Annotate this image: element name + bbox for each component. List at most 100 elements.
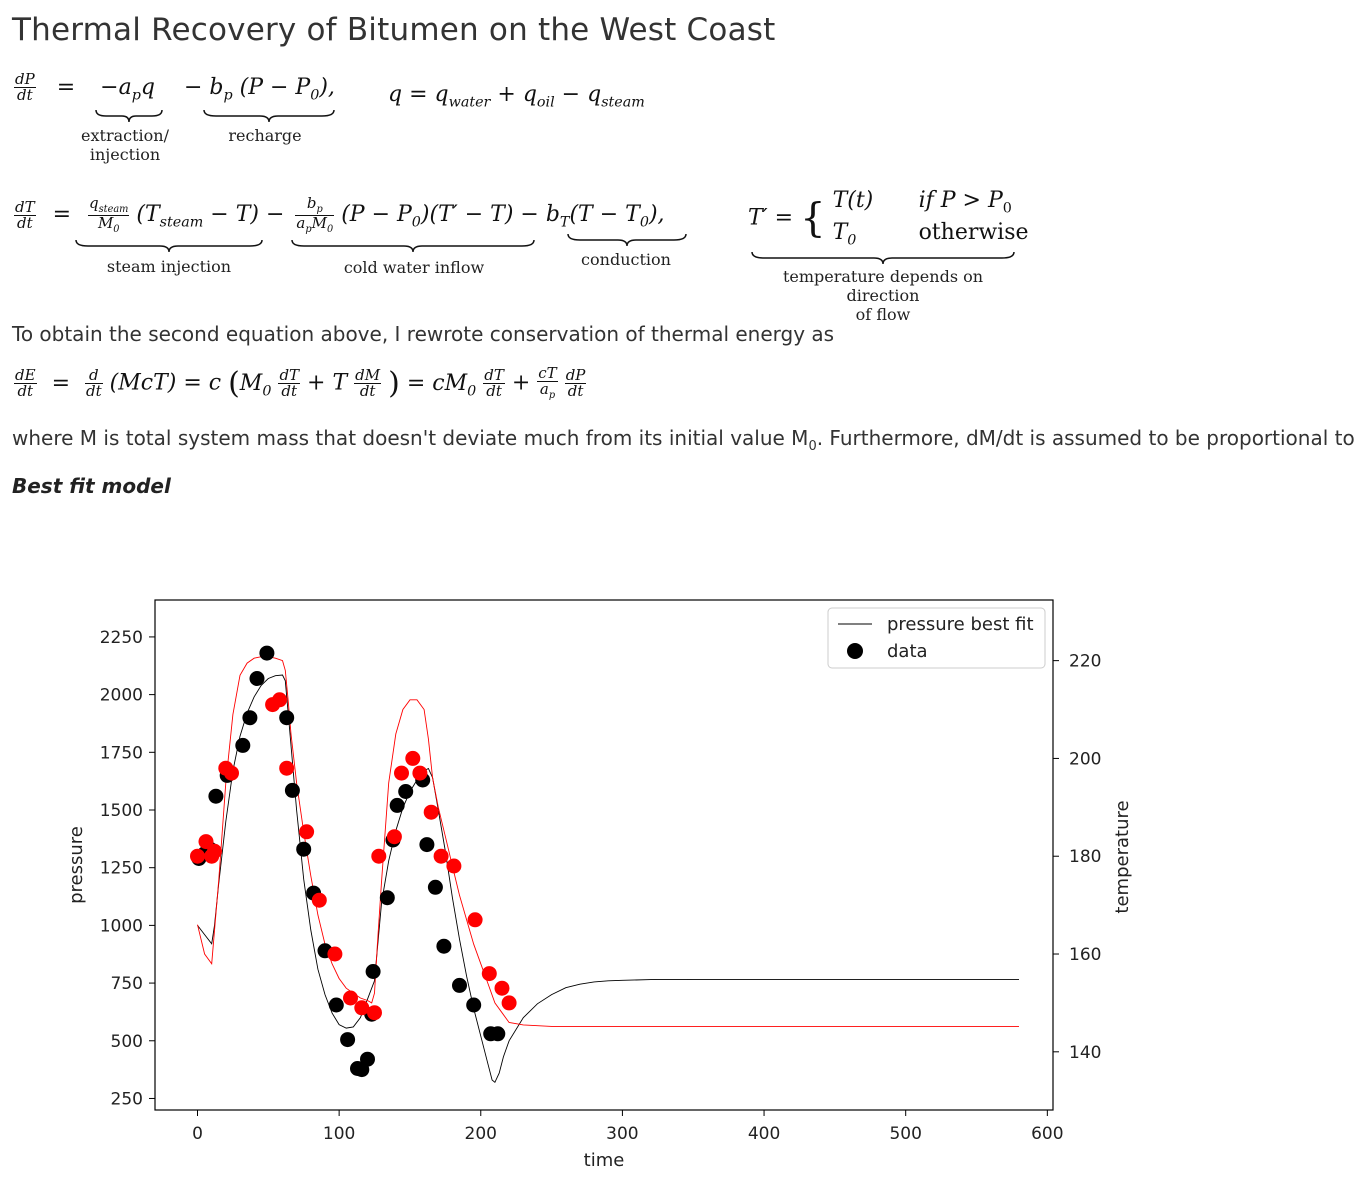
data-point: [364, 1006, 380, 1022]
series-line-1: [197, 656, 1019, 1027]
data-point: [218, 760, 234, 776]
data-point: [191, 851, 207, 866]
data-point: [415, 772, 431, 788]
data-point: [208, 788, 224, 804]
data-point: [371, 848, 387, 864]
underbrace-steam: [75, 239, 263, 253]
label-steam-injection: steam injection: [106, 257, 232, 276]
data-point: [202, 841, 218, 857]
data-point: [279, 710, 295, 726]
y-right-tick-label: 180: [1069, 847, 1101, 867]
x-axis-label: time: [584, 1150, 625, 1171]
underbrace-conduction: [567, 233, 687, 247]
data-point: [207, 843, 222, 859]
data-point: [436, 938, 452, 954]
y-tick-label: 1250: [100, 859, 143, 879]
legend-dot-swatch: [847, 643, 863, 659]
y-tick-label: 1000: [100, 916, 143, 936]
y-right-tick-label: 140: [1069, 1043, 1101, 1063]
data-point: [466, 997, 482, 1013]
data-point: [198, 834, 214, 850]
x-tick-label: 0: [192, 1124, 203, 1144]
y-axis-label: pressure: [66, 826, 87, 904]
y-tick-label: 750: [111, 974, 143, 994]
y-right-tick-label: 160: [1069, 945, 1101, 965]
data-point: [483, 1026, 499, 1042]
y-tick-label: 250: [111, 1089, 143, 1109]
data-point: [379, 890, 395, 906]
data-point: [419, 837, 435, 853]
y-tick-label: 1500: [100, 801, 143, 821]
equation-pressure: dP dt = −apq − bp (P − P0),: [14, 70, 335, 104]
prose-line-1: To obtain the second equation above, I r…: [12, 322, 835, 346]
data-point: [389, 797, 405, 813]
data-point: [311, 892, 327, 908]
data-point: [343, 990, 358, 1006]
dp-dt-fraction: dP dt: [14, 70, 36, 104]
data-point: [190, 848, 205, 864]
subheading-best-fit: Best fit model: [12, 474, 171, 498]
data-point: [327, 946, 343, 962]
data-point: [317, 943, 333, 959]
underbrace-extraction: [95, 109, 163, 123]
data-point: [412, 765, 428, 781]
plot-frame: [154, 599, 1054, 1111]
label-extraction-injection: extraction/ injection: [81, 126, 169, 165]
data-point: [365, 964, 381, 979]
data-point: [360, 1051, 375, 1067]
tprime-definition: T′ = { T(t) if P > P0 T0 otherwise: [748, 188, 1029, 249]
y-right-tick-label: 220: [1069, 652, 1101, 672]
y-right-tick-label: 200: [1069, 749, 1101, 769]
data-point: [296, 841, 312, 857]
data-point: [385, 832, 401, 848]
equation-temperature: dT dt = qsteam M0 (Tsteam − T) − bp apM0 (P…: [14, 194, 665, 235]
data-point: [354, 1000, 370, 1016]
data-point: [284, 782, 300, 798]
data-point: [219, 767, 235, 783]
label-conduction: conduction: [581, 250, 671, 269]
x-tick-label: 300: [606, 1124, 638, 1144]
data-point: [481, 966, 497, 982]
data-point: [490, 1026, 506, 1042]
data-point: [386, 829, 402, 845]
data-point: [272, 692, 288, 708]
y-tick-label: 1750: [100, 743, 143, 763]
x-tick-label: 500: [889, 1124, 921, 1144]
data-point: [306, 885, 322, 901]
data-point: [394, 765, 409, 781]
data-point: [279, 760, 295, 776]
data-point: [354, 1062, 370, 1078]
x-tick-label: 100: [323, 1124, 355, 1144]
data-point: [405, 750, 421, 766]
page-title: Thermal Recovery of Bitumen on the West …: [12, 12, 776, 48]
data-point: [467, 912, 483, 928]
y-tick-label: 2000: [100, 686, 143, 706]
y-right-axis-label: temperature: [1112, 800, 1133, 913]
y-tick-label: 2250: [100, 628, 143, 648]
data-point: [328, 997, 344, 1013]
data-point: [259, 645, 275, 661]
series-line-0: [197, 674, 1019, 1084]
data-point: [265, 697, 281, 713]
underbrace-recharge: [203, 109, 335, 123]
data-point: [367, 1005, 382, 1021]
data-point: [299, 824, 315, 840]
data-point: [501, 995, 517, 1011]
label-cold-water-inflow: cold water inflow: [343, 258, 485, 277]
legend-label-fit: pressure best fit: [887, 614, 1034, 635]
data-point: [446, 858, 462, 874]
data-point: [340, 1032, 356, 1048]
x-tick-label: 600: [1031, 1124, 1063, 1144]
x-tick-label: 200: [465, 1124, 497, 1144]
data-point: [224, 765, 239, 781]
prose-line-2: where M is total system mass that doesn'…: [12, 426, 1355, 454]
underbrace-cold-water: [291, 239, 535, 253]
equation-energy: dE dt = d dt (McT) = c (M0 dT dt + T dM dt )…: [14, 364, 587, 402]
legend-box: [827, 607, 1046, 669]
data-point: [427, 879, 443, 895]
y-tick-label: 500: [111, 1032, 143, 1052]
data-point: [249, 671, 265, 686]
q-definition: q = qwater + qoil − qsteam: [388, 82, 645, 111]
label-temperature-direction: temperature depends on direction of flow: [782, 267, 984, 325]
